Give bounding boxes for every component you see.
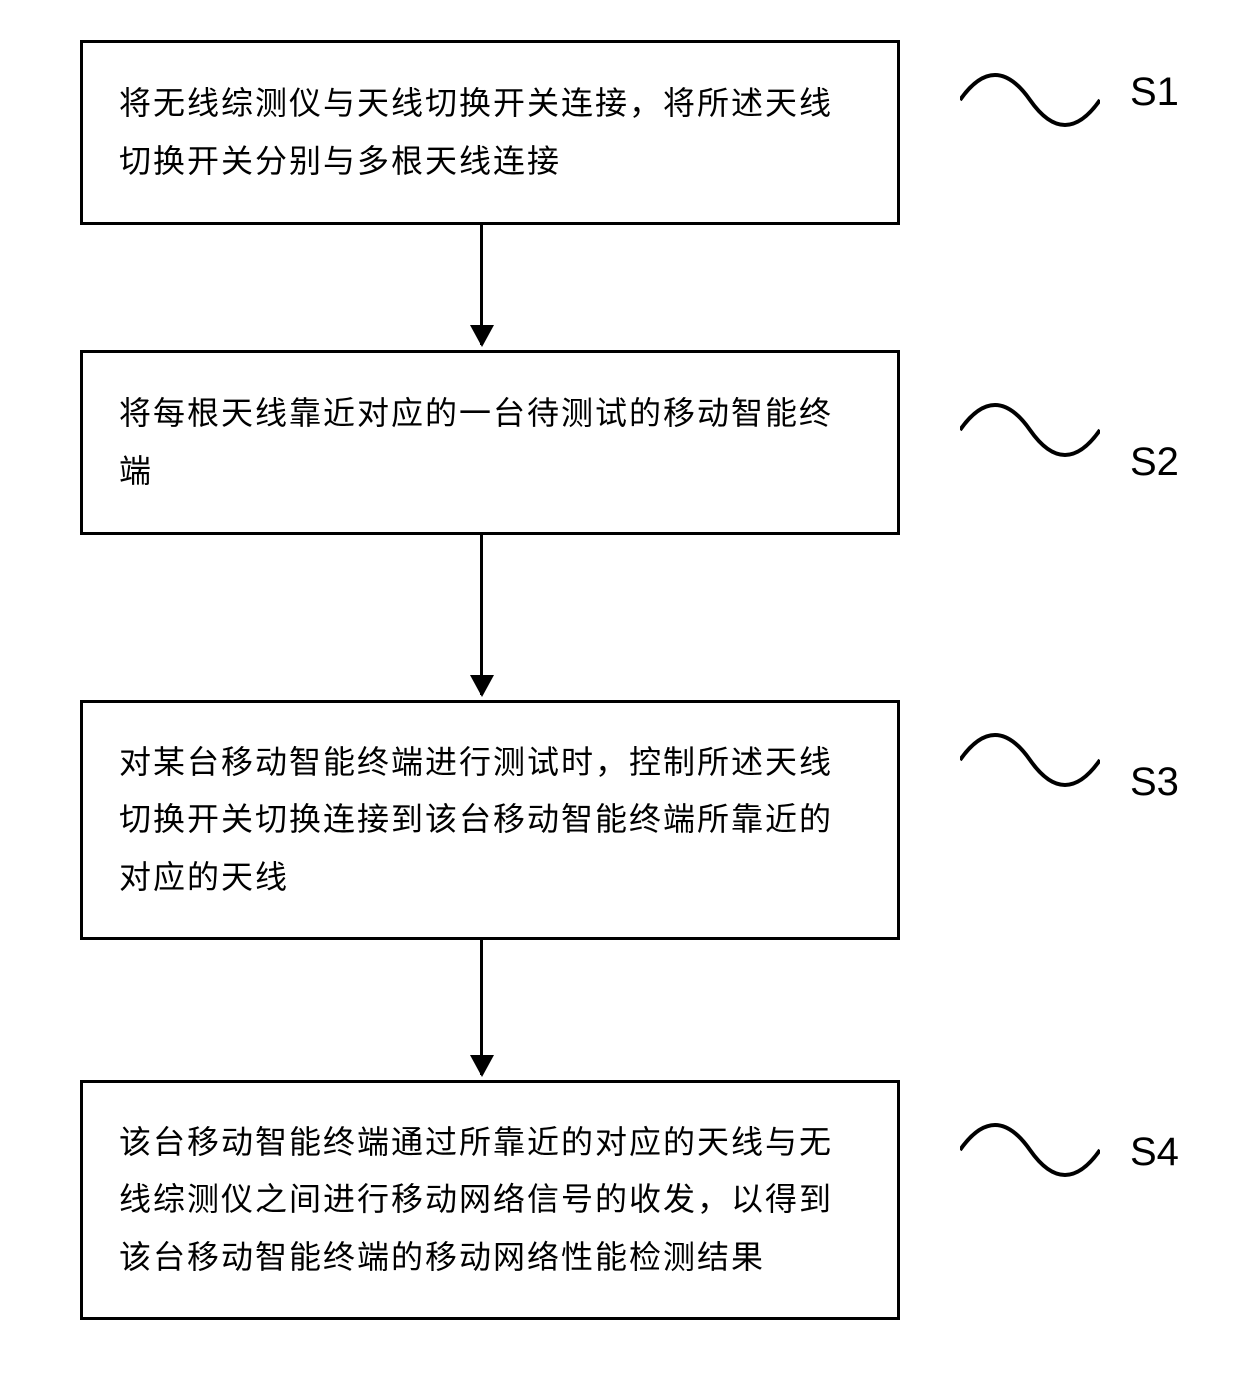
step-text-s1: 将无线综测仪与天线切换开关连接，将所述天线切换开关分别与多根天线连接 [119,75,861,190]
wave-connector-s1 [960,60,1100,140]
step-box-s2: 将每根天线靠近对应的一台待测试的移动智能终端 [80,350,900,535]
step-text-s3: 对某台移动智能终端进行测试时，控制所述天线切换开关切换连接到该台移动智能终端所靠… [119,734,861,907]
step-text-s2: 将每根天线靠近对应的一台待测试的移动智能终端 [119,385,861,500]
arrow-s1-s2 [480,225,483,345]
arrow-s3-s4 [480,940,483,1075]
wave-connector-s4 [960,1110,1100,1190]
arrow-s2-s3 [480,535,483,695]
step-label-s4: S4 [1130,1130,1179,1175]
step-box-s3: 对某台移动智能终端进行测试时，控制所述天线切换开关切换连接到该台移动智能终端所靠… [80,700,900,940]
step-label-s1: S1 [1130,70,1179,115]
step-label-s3: S3 [1130,760,1179,805]
step-text-s4: 该台移动智能终端通过所靠近的对应的天线与无线综测仪之间进行移动网络信号的收发，以… [119,1114,861,1287]
step-box-s1: 将无线综测仪与天线切换开关连接，将所述天线切换开关分别与多根天线连接 [80,40,900,225]
flowchart-container: 将无线综测仪与天线切换开关连接，将所述天线切换开关分别与多根天线连接 S1 将每… [0,0,1240,1400]
wave-connector-s2 [960,390,1100,470]
step-box-s4: 该台移动智能终端通过所靠近的对应的天线与无线综测仪之间进行移动网络信号的收发，以… [80,1080,900,1320]
step-label-s2: S2 [1130,440,1179,485]
wave-connector-s3 [960,720,1100,800]
